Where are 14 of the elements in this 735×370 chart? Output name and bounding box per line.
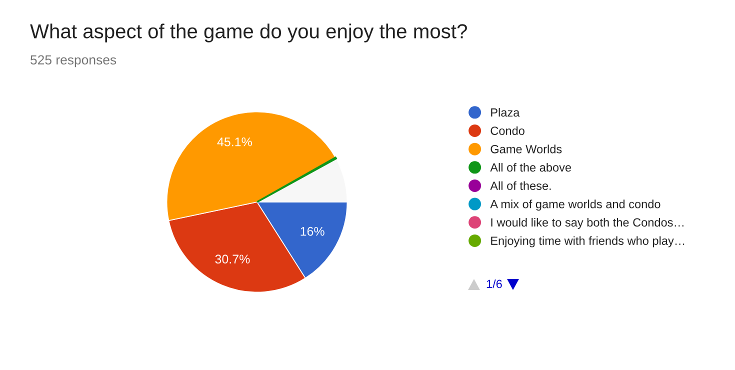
data-label: 16% — [300, 226, 324, 236]
legend-label: All of these. — [490, 181, 551, 190]
data-label: 30.7% — [215, 254, 250, 264]
text: 1/6 — [486, 279, 502, 288]
data-label: 45.1% — [217, 137, 252, 146]
legend-label: I would like to say both the Condos… — [491, 218, 684, 229]
legend-label: Plaza — [491, 108, 520, 117]
chart-title: What aspect of the game do you enjoy the most? — [30, 24, 467, 42]
chart-subtitle: 525 responses — [30, 55, 116, 68]
legend-label: A mix of game worlds and condo — [490, 200, 660, 211]
legend-label: All of the above — [490, 162, 572, 172]
legend-label: Game Worlds — [490, 144, 562, 154]
legend-label: Condo — [490, 126, 524, 135]
legend-label: Enjoying time with friends who play… — [491, 236, 684, 248]
